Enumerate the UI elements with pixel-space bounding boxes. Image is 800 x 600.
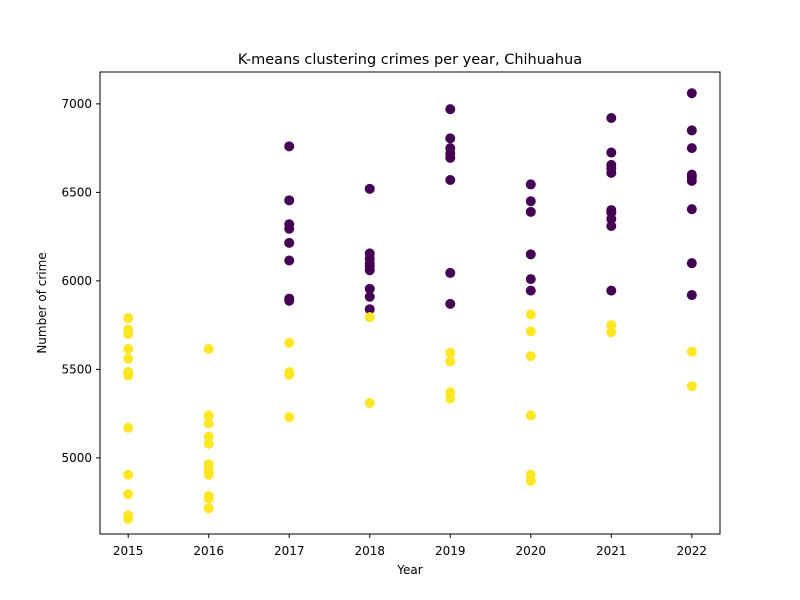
data-point [606, 167, 617, 178]
data-point [203, 418, 214, 429]
data-point [525, 206, 536, 217]
data-point [203, 344, 214, 355]
data-point [203, 469, 214, 480]
data-point [525, 309, 536, 320]
y-tick-label: 5500 [61, 362, 92, 376]
data-point [606, 285, 617, 296]
data-point [284, 195, 295, 206]
data-point [123, 489, 134, 500]
axes-frame [99, 71, 721, 535]
data-point [606, 327, 617, 338]
data-point [525, 179, 536, 190]
data-point [686, 204, 697, 215]
data-point [525, 285, 536, 296]
data-point [686, 143, 697, 154]
y-tick-label: 6500 [61, 185, 92, 199]
data-point [203, 503, 214, 514]
data-point [525, 351, 536, 362]
data-point [445, 152, 456, 163]
data-point [364, 183, 375, 194]
x-tick-label: 2019 [435, 544, 466, 558]
x-axis-label: Year [396, 563, 422, 577]
data-point [445, 104, 456, 115]
data-point [686, 258, 697, 269]
data-point [123, 370, 134, 381]
data-point [123, 469, 134, 480]
data-point [606, 113, 617, 124]
data-point [364, 265, 375, 276]
data-point [284, 295, 295, 306]
data-point [606, 221, 617, 231]
x-axis: 2015 2016 2017 2018 2019 2020 2021 2022 [113, 534, 707, 558]
data-point [525, 475, 536, 486]
x-tick-label: 2022 [677, 544, 708, 558]
data-point [686, 290, 697, 301]
data-point [364, 283, 375, 294]
data-point [284, 369, 295, 380]
data-point [445, 174, 456, 185]
data-point [203, 431, 214, 442]
data-point [445, 133, 456, 144]
data-point [445, 347, 456, 358]
data-point [123, 422, 134, 433]
plot-area [123, 88, 697, 524]
data-point [525, 249, 536, 260]
data-point [606, 320, 617, 331]
data-point [686, 381, 697, 392]
data-point [686, 346, 697, 357]
data-point [284, 141, 295, 152]
data-point [364, 304, 375, 315]
data-point [686, 88, 697, 99]
data-point [686, 175, 697, 186]
x-tick-label: 2018 [354, 544, 385, 558]
chart-title: K-means clustering crimes per year, Chih… [238, 52, 582, 68]
data-point [525, 326, 536, 337]
y-tick-label: 7000 [61, 97, 92, 111]
x-tick-label: 2021 [596, 544, 627, 558]
y-axis-label: Number of crime [35, 252, 49, 353]
data-point [445, 393, 456, 404]
data-point [525, 274, 536, 285]
x-tick-label: 2015 [113, 544, 144, 558]
data-point [284, 223, 295, 234]
x-tick-label: 2017 [274, 544, 305, 558]
data-point [284, 337, 295, 348]
data-point [123, 313, 134, 324]
data-point [123, 353, 134, 364]
data-point [123, 344, 134, 355]
data-point [525, 410, 536, 421]
data-point [445, 356, 456, 367]
data-point [606, 147, 617, 158]
data-point [445, 298, 456, 309]
data-point [364, 312, 375, 323]
data-point [284, 237, 295, 248]
y-tick-label: 6000 [61, 274, 92, 288]
data-point [284, 412, 295, 423]
x-tick-label: 2016 [193, 544, 224, 558]
x-tick-label: 2020 [516, 544, 547, 558]
data-point [686, 125, 697, 136]
data-point [203, 438, 214, 449]
data-point [123, 513, 134, 524]
y-tick-label: 5000 [61, 451, 92, 465]
data-point [364, 398, 375, 409]
data-point [525, 196, 536, 207]
data-point [445, 267, 456, 278]
data-point [364, 291, 375, 302]
data-point [203, 410, 214, 421]
data-point [123, 328, 134, 339]
data-point [284, 255, 295, 266]
data-point [606, 213, 617, 224]
y-axis: 5000 5500 6000 6500 7000 [61, 97, 100, 465]
data-point [203, 493, 214, 504]
